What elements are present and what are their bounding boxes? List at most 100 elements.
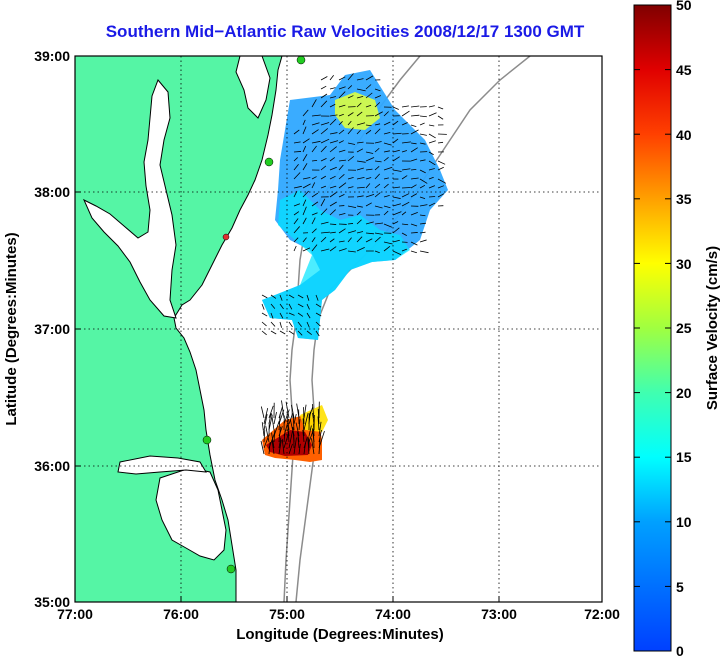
colorbar-tick-label: 20	[676, 385, 692, 401]
velocity-arrow	[347, 230, 357, 234]
velocity-arrow	[315, 312, 322, 317]
velocity-arrow	[428, 202, 436, 207]
velocity-arrow	[392, 186, 401, 189]
velocity-arrow	[338, 240, 345, 243]
velocity-arrow	[365, 157, 375, 162]
velocity-arrow	[410, 124, 417, 128]
velocity-arrow	[263, 407, 269, 425]
velocity-arrow	[293, 172, 301, 180]
velocity-arrow	[392, 211, 402, 216]
velocity-arrow	[347, 205, 357, 209]
velocity-arrow	[263, 429, 266, 443]
velocity-arrow	[356, 186, 365, 189]
velocity-arrow	[302, 138, 310, 144]
velocity-arrow	[356, 141, 364, 144]
velocity-arrow	[329, 238, 335, 243]
velocity-arrow	[329, 246, 337, 252]
velocity-arrow	[329, 146, 337, 153]
velocity-arrow	[268, 413, 272, 425]
velocity-arrow	[320, 236, 327, 243]
velocity-arrow	[356, 122, 366, 126]
velocity-arrow	[365, 177, 372, 180]
velocity-arrow	[320, 231, 330, 234]
velocity-arrow	[261, 321, 267, 327]
velocity-arrow	[347, 237, 352, 243]
velocity-arrow	[311, 114, 321, 117]
velocity-arrow	[410, 105, 420, 108]
velocity-arrow	[383, 157, 389, 162]
velocity-arrow	[311, 122, 320, 126]
velocity-arrow	[288, 430, 293, 449]
velocity-arrow	[270, 321, 276, 327]
velocity-arrow	[270, 330, 277, 335]
velocity-arrow	[329, 103, 336, 108]
velocity-arrow	[401, 201, 410, 207]
velocity-arrow	[428, 112, 437, 117]
velocity-arrow	[374, 222, 384, 225]
velocity-arrow	[281, 400, 285, 419]
velocity-arrow	[302, 217, 307, 225]
x-tick-label: 74:00	[375, 606, 411, 622]
velocity-arrow	[271, 432, 275, 449]
velocity-arrow	[401, 150, 408, 153]
velocity-arrow	[347, 177, 354, 180]
velocity-arrow	[293, 185, 302, 189]
x-tick-label: 75:00	[269, 606, 305, 622]
velocity-vectors	[260, 73, 447, 455]
velocity-arrow	[374, 102, 381, 108]
velocity-arrow	[281, 438, 285, 455]
velocity-arrow	[279, 321, 282, 328]
velocity-arrow	[383, 166, 393, 171]
velocity-arrow	[293, 437, 297, 455]
velocity-arrow	[311, 129, 319, 135]
velocity-arrow	[271, 440, 275, 455]
velocity-arrow	[347, 112, 354, 117]
velocity-arrow	[374, 166, 380, 171]
velocity-arrow	[383, 205, 391, 209]
velocity-arrow	[338, 213, 346, 216]
velocity-arrow	[401, 248, 408, 252]
velocity-arrow	[293, 218, 299, 225]
velocity-arrow	[410, 184, 417, 189]
velocity-arrow	[419, 250, 429, 254]
velocity-arrow	[410, 177, 419, 180]
colorbar-tick-label: 35	[676, 191, 692, 207]
velocity-arrow	[261, 422, 265, 437]
velocity-arrow	[295, 422, 300, 437]
velocity-arrow	[311, 192, 319, 198]
velocity-arrow	[410, 232, 418, 234]
velocity-arrow	[356, 236, 363, 243]
velocity-arrow	[401, 232, 407, 236]
velocity-arrow	[338, 164, 344, 171]
velocity-arrow	[392, 120, 399, 126]
velocity-arrow	[338, 159, 346, 162]
velocity-arrow	[261, 312, 268, 317]
velocity-field-south-core	[266, 430, 312, 456]
velocity-arrow	[293, 141, 301, 144]
velocity-arrow	[318, 421, 322, 437]
velocity-arrow	[320, 145, 327, 153]
chesapeake-bay	[82, 79, 177, 319]
velocity-arrow	[437, 193, 445, 198]
velocity-arrow	[311, 237, 316, 243]
velocity-arrow	[260, 440, 265, 455]
velocity-arrow	[374, 88, 381, 92]
map-title: Southern Mid−Atlantic Raw Velocities 200…	[105, 22, 585, 41]
velocity-arrow	[437, 166, 444, 171]
velocity-arrow	[410, 250, 417, 254]
velocity-arrow	[315, 330, 320, 337]
velocity-arrow	[419, 169, 426, 174]
velocity-arrow	[329, 223, 337, 225]
velocity-arrow	[347, 250, 356, 253]
velocity-arrow	[410, 211, 418, 216]
y-tick-label: 36:00	[34, 458, 70, 474]
velocity-arrow	[365, 238, 373, 243]
velocity-arrow	[288, 330, 295, 335]
velocity-arrow	[356, 129, 361, 135]
velocity-arrow	[320, 100, 328, 108]
y-tick-label: 37:00	[34, 321, 70, 337]
velocity-arrow	[302, 183, 311, 189]
velocity-arrow	[306, 294, 310, 301]
velocity-arrow	[365, 193, 375, 198]
colorbar-tick-label: 0	[676, 643, 684, 659]
